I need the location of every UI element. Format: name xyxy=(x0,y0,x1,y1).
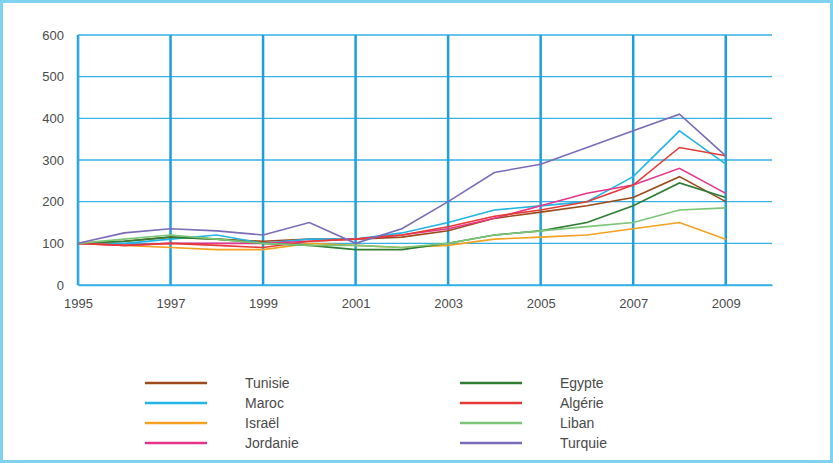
tick-label: 1995 xyxy=(64,296,93,311)
legend-swatch xyxy=(145,402,207,405)
tick: 1997 xyxy=(157,285,186,311)
legend: Tunisie Maroc Israël Jordanie Egypte Algérie L… xyxy=(145,375,607,451)
tick: 2005 xyxy=(527,285,556,311)
grid-line-x xyxy=(447,35,450,285)
chart: 1995 1997 1999 2001 2003 2005 2007 2009 0 100 200 3… xyxy=(0,0,833,463)
tick: 2007 xyxy=(619,285,648,311)
tick-label: 500 xyxy=(42,69,64,84)
tick-label: 300 xyxy=(42,153,64,168)
legend-swatch xyxy=(145,382,207,385)
tick: 300 xyxy=(42,153,78,168)
grid-line-x xyxy=(724,35,727,285)
grid-line-x xyxy=(354,35,357,285)
tick-label: 2001 xyxy=(342,296,371,311)
tick-label: 2005 xyxy=(527,296,556,311)
tick: 400 xyxy=(42,111,78,126)
tick: 2003 xyxy=(434,285,463,311)
legend-label: Liban xyxy=(560,415,594,431)
grid-line-y xyxy=(78,284,772,285)
axis-line xyxy=(78,36,79,286)
series-line xyxy=(78,183,726,250)
legend-swatch xyxy=(460,442,522,445)
grid-line-y xyxy=(78,159,772,160)
grid-line-x xyxy=(77,35,80,285)
tick: 1995 xyxy=(64,285,93,311)
grid-line-y xyxy=(78,76,772,77)
lines xyxy=(78,114,726,249)
frame xyxy=(2,2,832,462)
tick-label: 2003 xyxy=(434,296,463,311)
tick-label: 2007 xyxy=(619,296,648,311)
tick: 500 xyxy=(42,69,78,84)
tick: 100 xyxy=(42,236,78,251)
legend-label: Turquie xyxy=(560,435,607,451)
tick-label: 1997 xyxy=(157,296,186,311)
tick-label: 600 xyxy=(42,28,64,43)
series-line xyxy=(78,114,726,243)
series-line xyxy=(78,148,726,248)
tick-label: 200 xyxy=(42,194,64,209)
tick: 200 xyxy=(42,194,78,209)
tick: 2001 xyxy=(342,285,371,311)
legend-swatch xyxy=(460,402,522,405)
grid-line-x xyxy=(632,35,635,285)
legend-label: Maroc xyxy=(245,395,284,411)
grid-line-y xyxy=(78,201,772,202)
legend-swatch xyxy=(460,382,522,385)
legend-label: Jordanie xyxy=(245,435,299,451)
axis-line xyxy=(79,285,773,286)
grid xyxy=(78,35,772,285)
tick-label: 0 xyxy=(57,278,64,293)
legend-label: Egypte xyxy=(560,375,604,391)
grid-line-x xyxy=(539,35,542,285)
tick: 0 xyxy=(57,278,78,293)
tick: 1999 xyxy=(249,285,278,311)
series-line xyxy=(78,208,726,248)
tick-label: 2009 xyxy=(712,296,741,311)
tick-label: 100 xyxy=(42,236,64,251)
legend-label: Algérie xyxy=(560,395,604,411)
legend-swatch xyxy=(145,422,207,425)
legend-label: Tunisie xyxy=(245,375,290,391)
y-axis: 0 100 200 300 400 500 600 xyxy=(42,28,78,293)
legend-swatch xyxy=(145,442,207,445)
grid-line-y xyxy=(78,34,772,35)
plot-area xyxy=(78,35,772,285)
x-axis: 1995 1997 1999 2001 2003 2005 2007 2009 xyxy=(64,285,772,311)
tick: 2009 xyxy=(712,285,741,311)
legend-swatch xyxy=(460,422,522,425)
legend-label: Israël xyxy=(245,415,279,431)
tick-label: 400 xyxy=(42,111,64,126)
tick-label: 1999 xyxy=(249,296,278,311)
tick: 600 xyxy=(42,28,78,43)
